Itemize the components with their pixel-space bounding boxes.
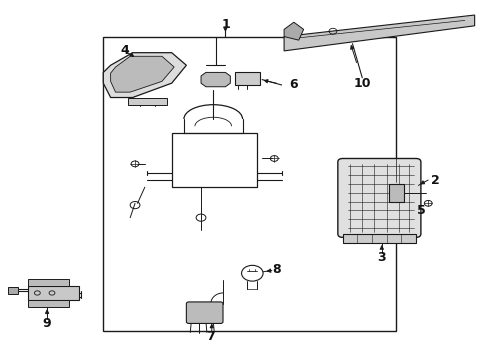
FancyBboxPatch shape — [186, 302, 223, 323]
Text: 5: 5 — [416, 204, 425, 217]
Bar — [103, 37, 396, 330]
Text: 10: 10 — [353, 77, 371, 90]
Text: 9: 9 — [43, 317, 51, 330]
Text: 1: 1 — [221, 18, 230, 31]
Polygon shape — [128, 98, 167, 105]
Bar — [27, 300, 69, 307]
FancyBboxPatch shape — [338, 158, 421, 237]
Text: 2: 2 — [431, 174, 440, 186]
Text: 8: 8 — [272, 263, 281, 276]
Text: 4: 4 — [121, 44, 130, 57]
Bar — [27, 279, 69, 286]
Polygon shape — [284, 15, 475, 51]
Polygon shape — [111, 56, 174, 92]
Bar — [8, 287, 18, 294]
Polygon shape — [284, 22, 304, 40]
Bar — [343, 234, 416, 243]
Bar — [235, 72, 260, 85]
Text: 3: 3 — [377, 251, 386, 264]
Text: 7: 7 — [206, 330, 215, 343]
Bar — [389, 184, 404, 202]
Bar — [27, 286, 79, 300]
Polygon shape — [103, 53, 186, 98]
Polygon shape — [201, 72, 230, 87]
Text: 6: 6 — [290, 78, 298, 91]
